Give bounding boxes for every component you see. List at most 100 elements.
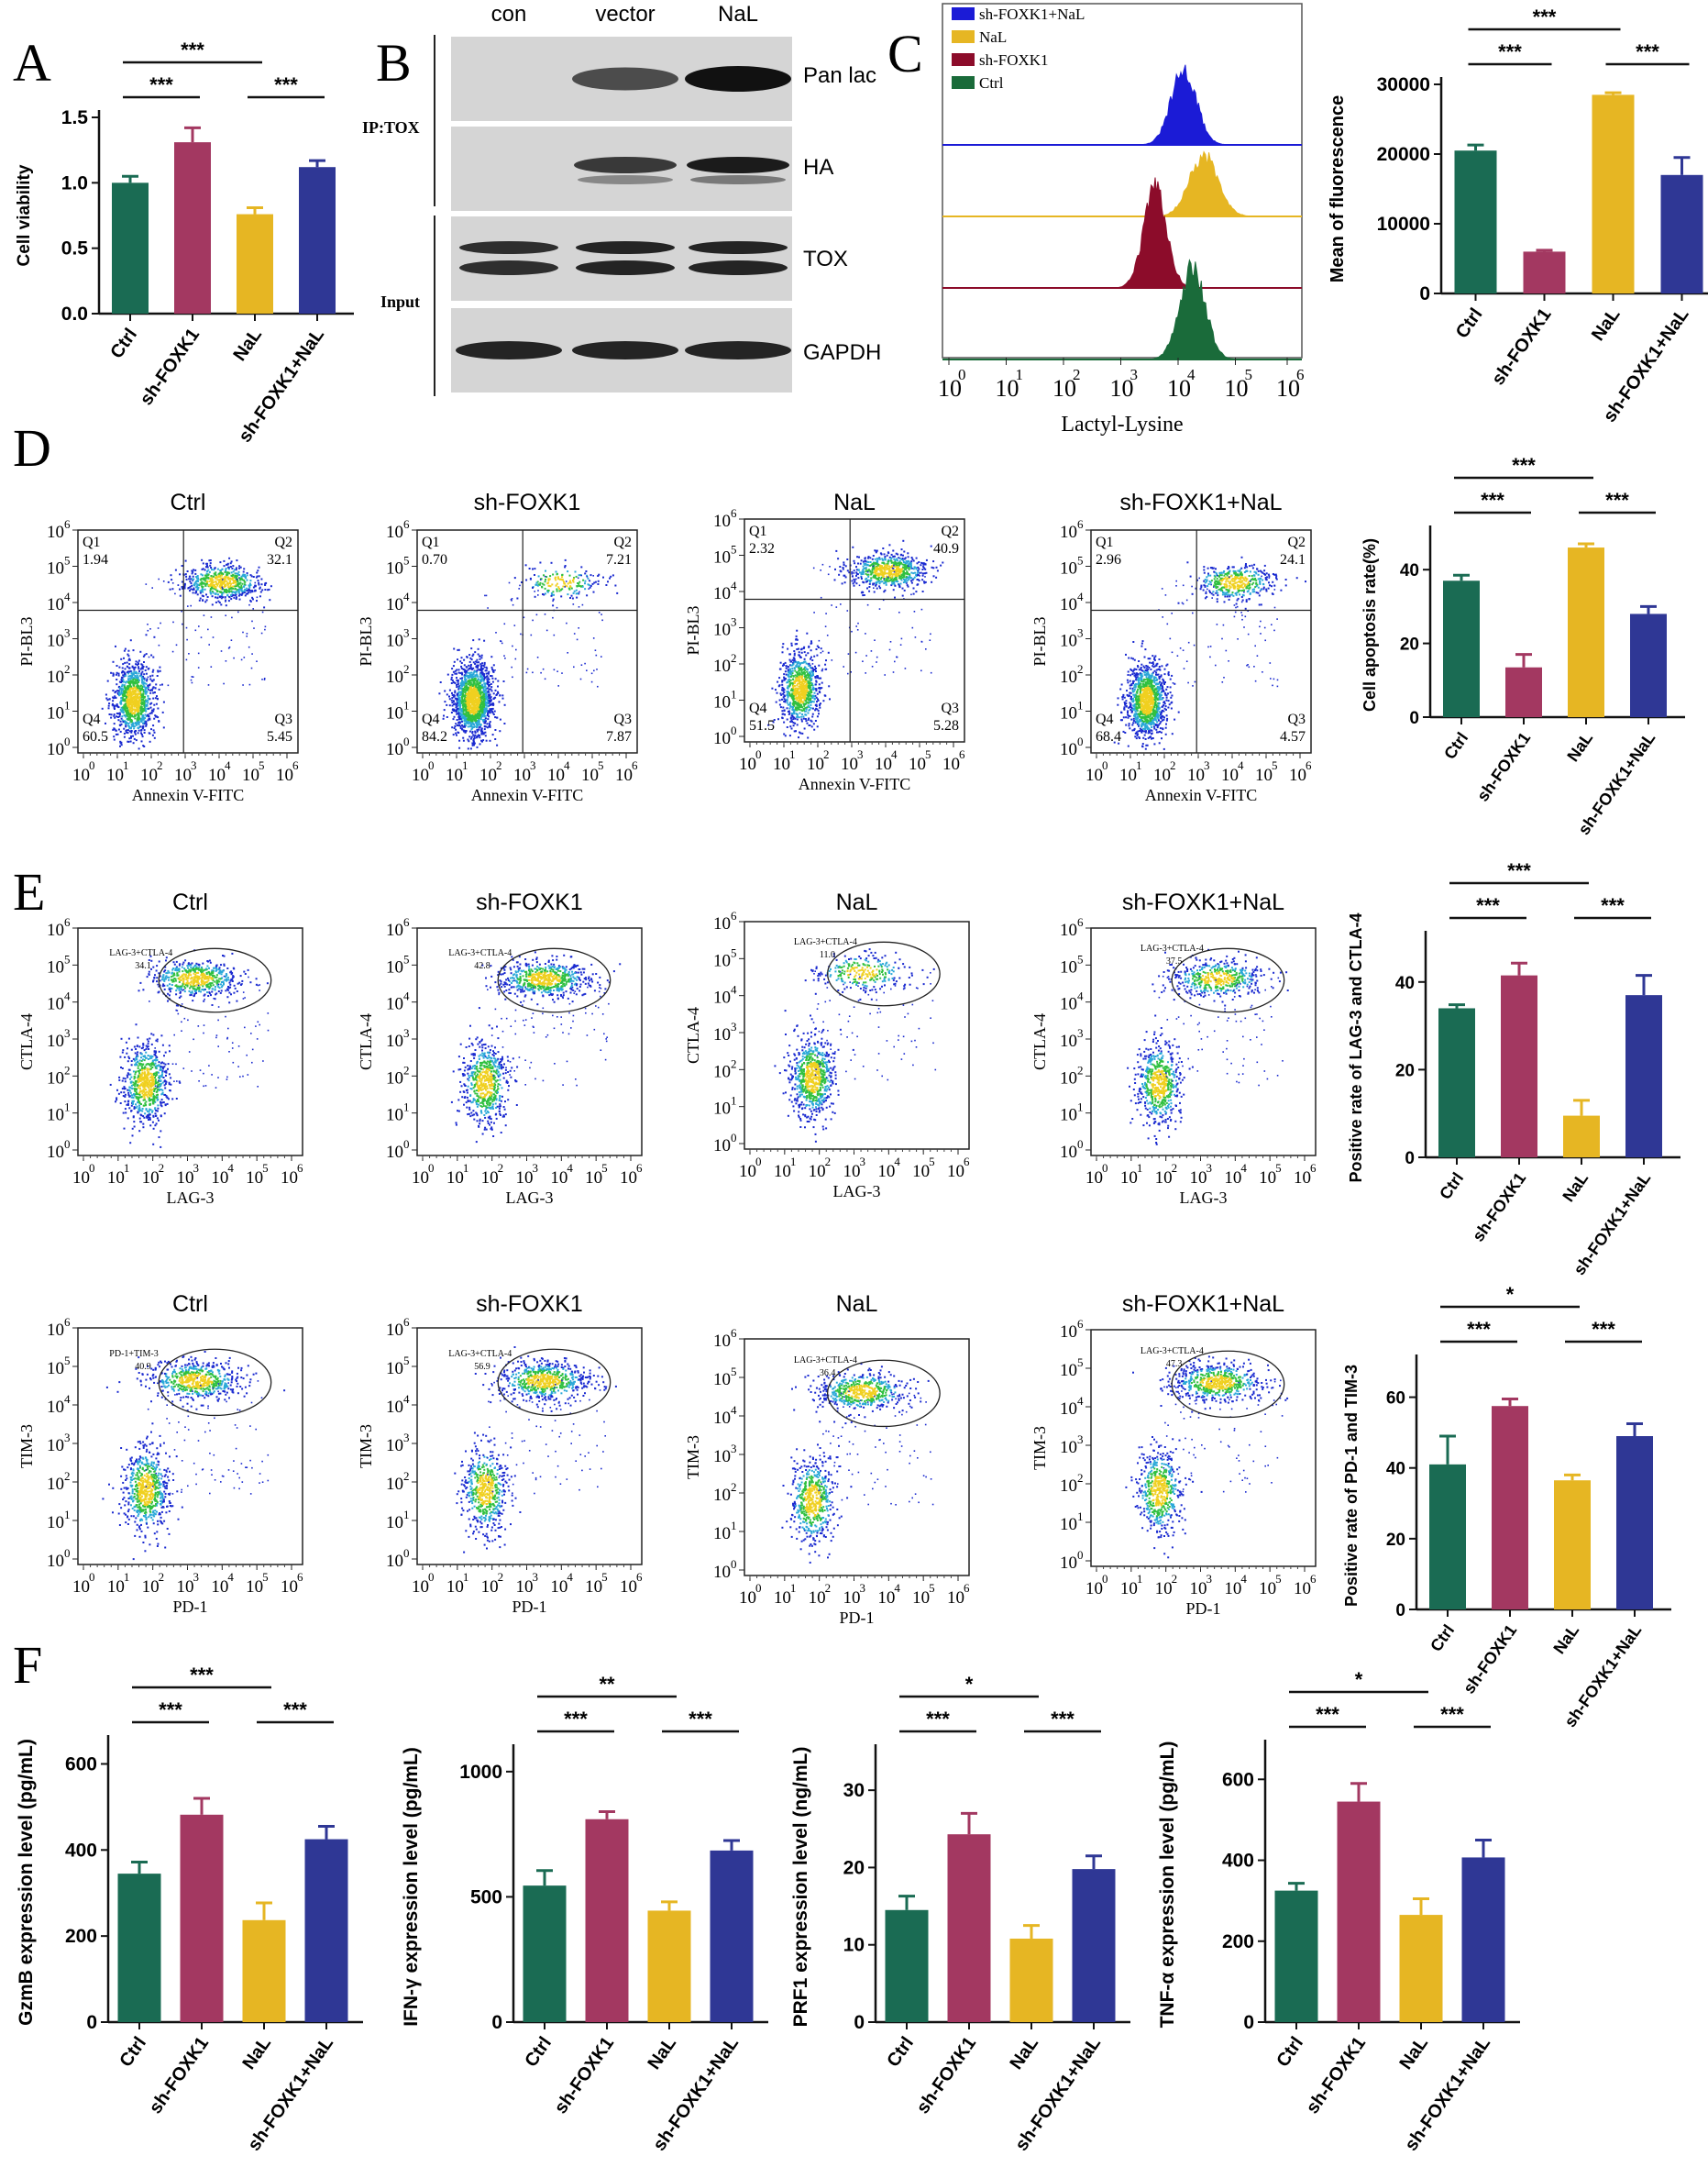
scatter-dot: [143, 732, 146, 734]
scatter-dot: [889, 571, 892, 574]
scatter-dot: [136, 677, 138, 680]
scatter-dot: [794, 702, 797, 705]
scatter-dot: [875, 583, 877, 586]
scatter-dot: [809, 701, 811, 703]
scatter-dot: [113, 735, 116, 738]
scatter-dot: [113, 727, 116, 730]
scatter-dot: [477, 666, 479, 669]
scatter-dot: [576, 585, 579, 588]
scatter-dot: [935, 566, 938, 569]
scatter-dot: [122, 695, 125, 698]
scatter-dot: [202, 589, 204, 591]
scatter-dot: [471, 715, 474, 718]
scatter-dot: [128, 703, 130, 706]
scatter-dot: [221, 586, 224, 589]
histogram-peak: [1152, 150, 1255, 217]
scatter-dot: [136, 682, 138, 685]
scatter-dot: [119, 720, 122, 723]
scatter-dot: [481, 740, 483, 743]
scatter-dot: [798, 667, 799, 669]
scatter-dot: [151, 674, 154, 677]
scatter-dot: [158, 644, 160, 647]
scatter-dot: [922, 572, 924, 575]
scatter-dot: [924, 568, 927, 570]
scatter-dot: [267, 589, 270, 592]
scatter-dot: [228, 557, 231, 559]
scatter-dot: [195, 582, 198, 585]
scatter-dot: [563, 580, 565, 583]
scatter-dot: [113, 704, 116, 707]
scatter-dot: [201, 574, 204, 577]
scatter-dot: [205, 599, 208, 602]
scatter-dot: [564, 586, 566, 588]
scatter-dot: [810, 667, 811, 669]
scatter-dot: [455, 732, 457, 735]
scatter-dot: [132, 715, 135, 718]
scatter-dot: [151, 687, 154, 690]
scatter-dot: [472, 734, 475, 736]
scatter-dot: [257, 569, 259, 572]
scatter-dot: [479, 700, 481, 702]
scatter-dot: [588, 588, 590, 590]
scatter-dot: [784, 699, 787, 702]
scatter-dot: [472, 718, 475, 721]
scatter-dot: [452, 734, 455, 736]
scatter-dot: [483, 728, 486, 731]
scatter-dot: [853, 584, 855, 587]
scatter-dot: [162, 580, 165, 582]
scatter-dot: [556, 582, 558, 585]
scatter-dot: [264, 584, 267, 586]
scatter-dot: [481, 710, 484, 713]
scatter-dot: [791, 690, 794, 692]
scatter-dot: [220, 574, 223, 577]
scatter-dot: [453, 681, 456, 684]
scatter-dot: [534, 591, 535, 592]
scatter-dot: [227, 600, 230, 603]
scatter-dot: [113, 738, 116, 741]
scatter-dot: [815, 648, 818, 650]
scatter-dot: [804, 660, 807, 663]
scatter-dot: [130, 735, 132, 737]
blot-band: [456, 341, 562, 359]
scatter-dot: [875, 577, 877, 580]
scatter-dot: [457, 713, 459, 715]
scatter-dot: [129, 721, 132, 724]
scatter-dot: [532, 568, 534, 570]
scatter-dot: [460, 687, 463, 690]
scatter-dot: [518, 588, 520, 590]
scatter-dot: [138, 708, 139, 711]
scatter-dot: [132, 649, 135, 652]
scatter-dot: [846, 558, 849, 560]
scatter-points: [101, 557, 272, 750]
scatter-dot: [127, 723, 130, 724]
scatter-dot: [142, 681, 145, 684]
scatter-dot: [782, 692, 785, 695]
scatter-dot: [811, 713, 814, 715]
scatter-dot: [137, 732, 139, 735]
scatter-dot: [476, 658, 479, 661]
scatter-dot: [464, 669, 467, 672]
scatter-dot: [555, 579, 557, 581]
scatter-dot: [218, 579, 221, 581]
scatter-dot: [118, 680, 121, 683]
scatter-dot: [130, 721, 133, 724]
scatter-dot: [220, 650, 223, 652]
scatter-dot: [128, 709, 131, 711]
scatter-dot: [486, 702, 489, 705]
scatter-dot: [561, 579, 564, 581]
scatter-dot: [138, 690, 139, 692]
scatter-dot: [199, 582, 202, 585]
scatter-dot: [141, 735, 144, 738]
scatter-dot: [460, 713, 463, 715]
scatter-dot: [516, 597, 519, 600]
scatter-dot: [898, 577, 900, 580]
scatter-dot: [793, 680, 796, 682]
scatter-dot: [487, 705, 490, 708]
scatter-dot: [794, 689, 797, 691]
scatter-dot: [118, 685, 121, 688]
scatter-dot: [232, 587, 234, 590]
scatter-dot: [264, 628, 266, 631]
scatter-xlabel: Annexin V-FITC: [132, 786, 245, 804]
scatter-dot: [597, 685, 599, 688]
scatter-dot: [907, 552, 909, 555]
